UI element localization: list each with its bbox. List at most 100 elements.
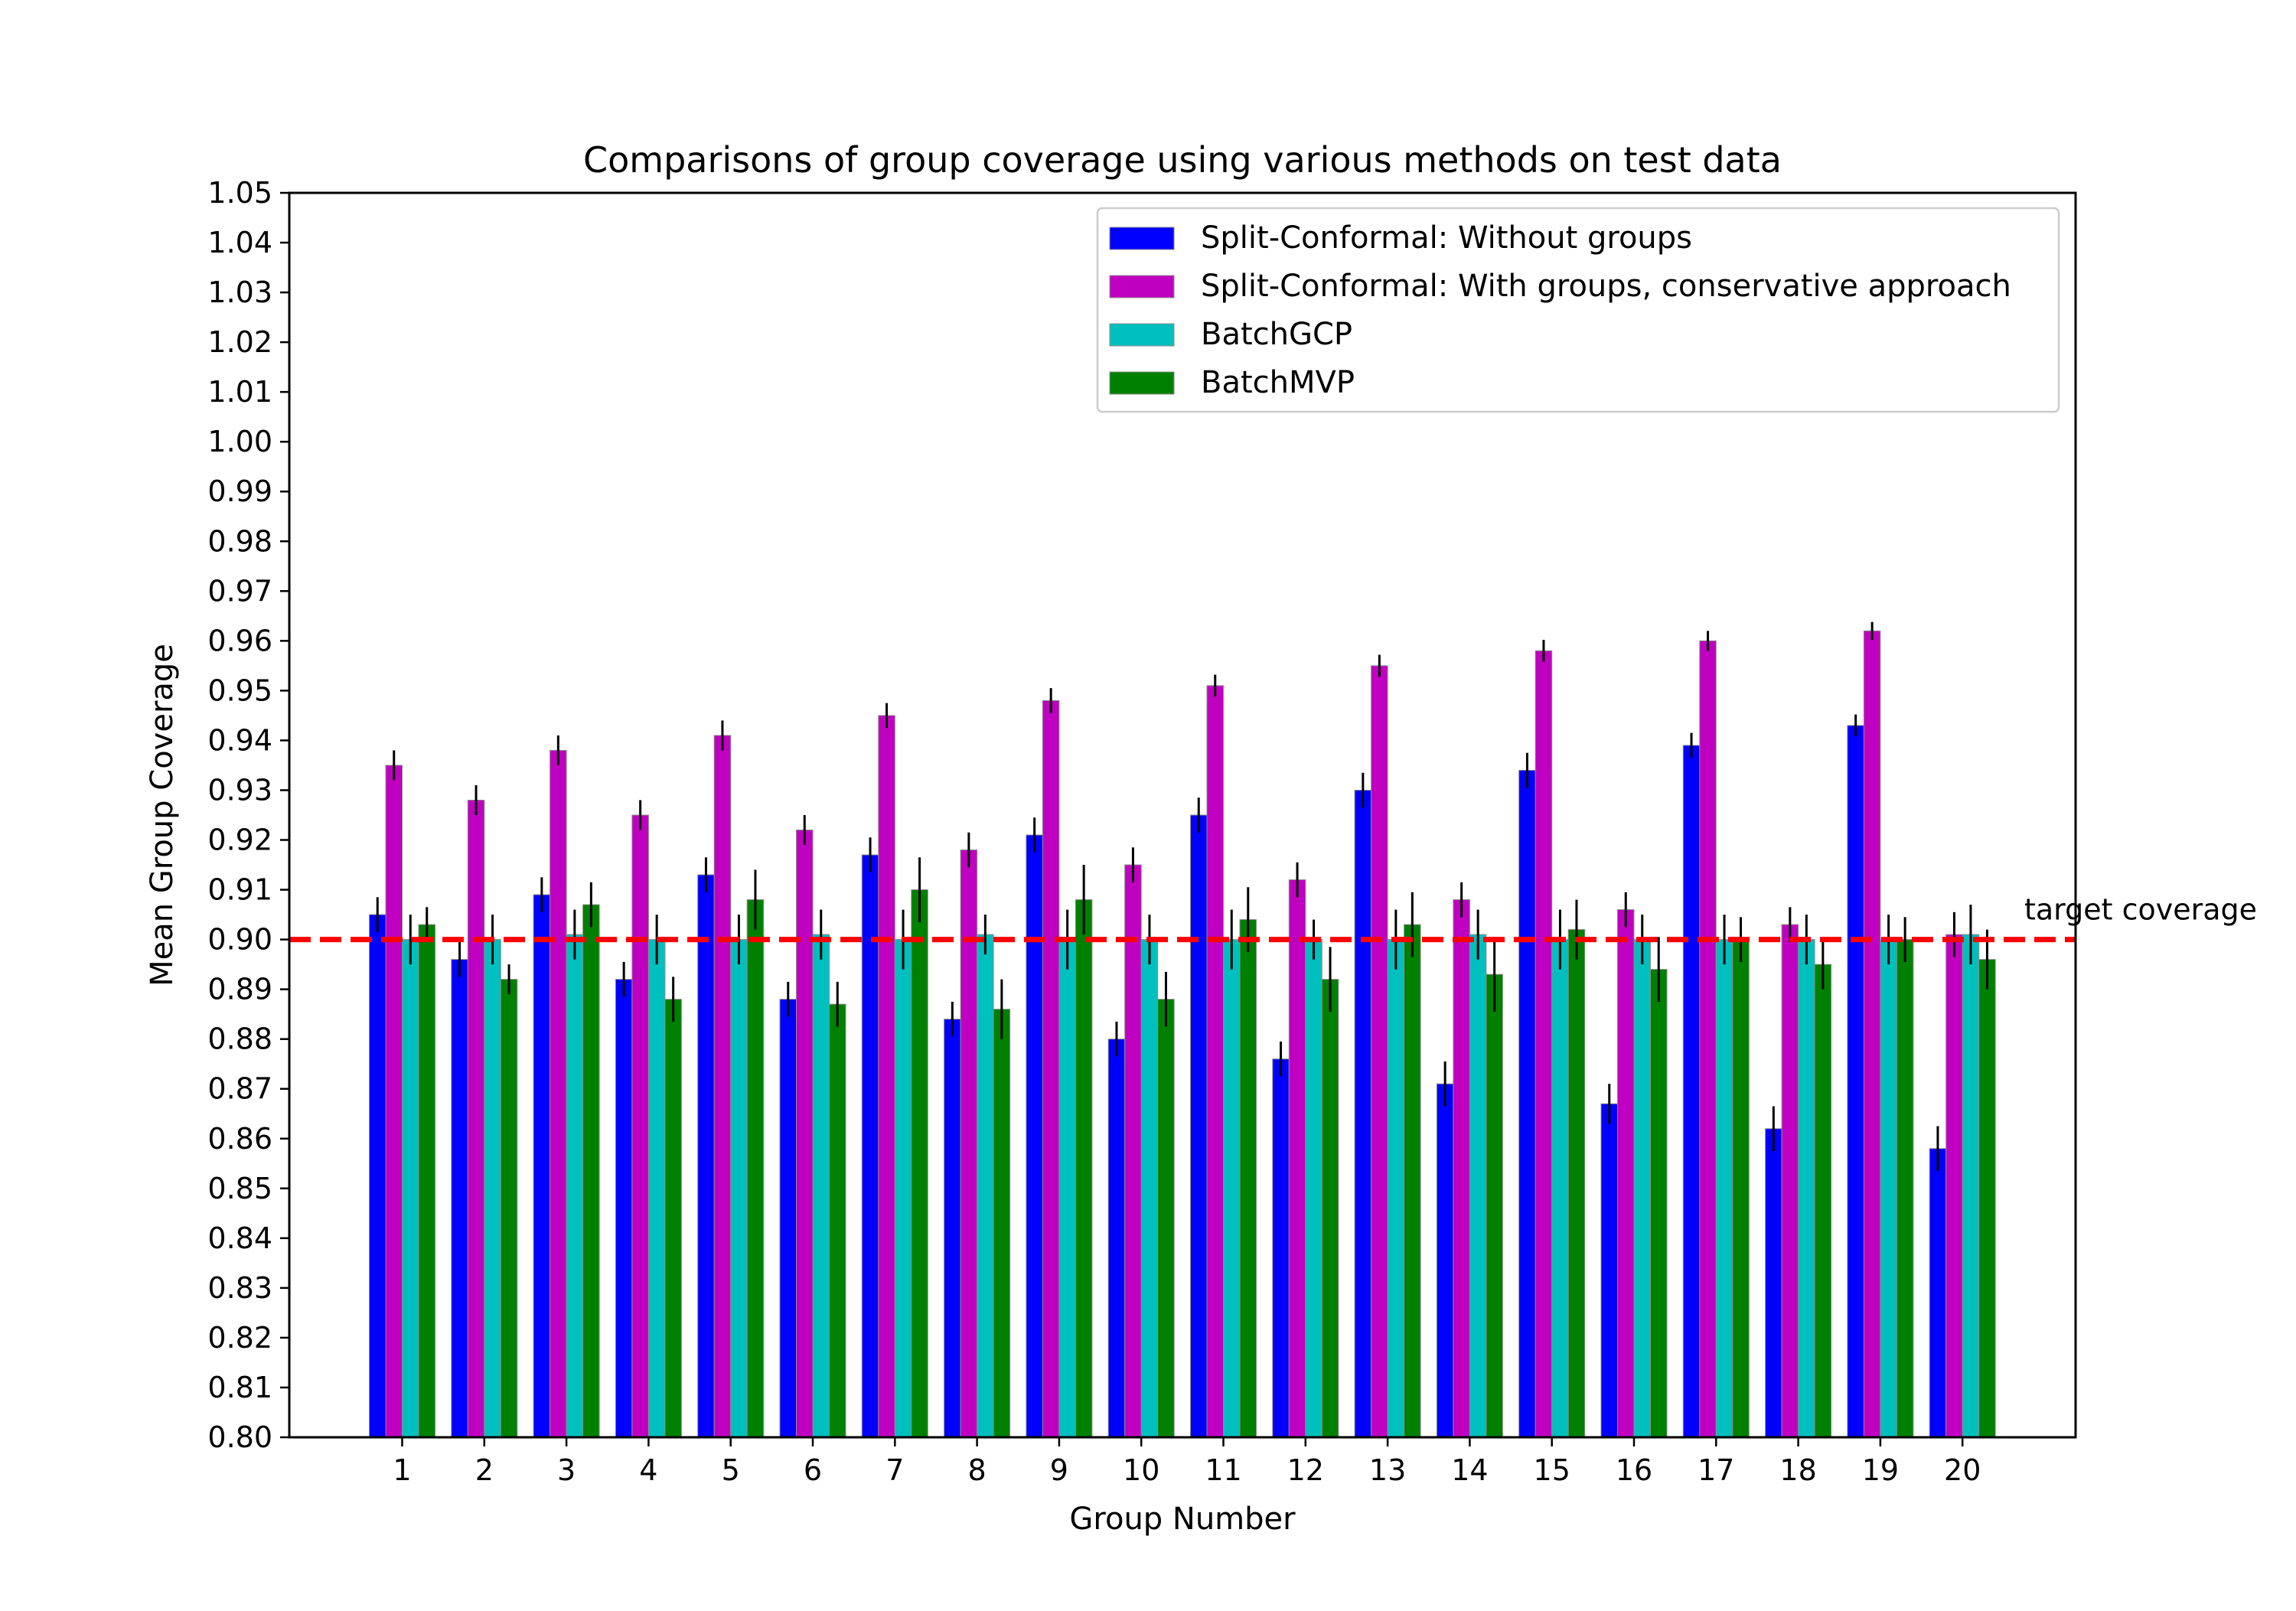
bar-series4-group-7 <box>911 889 928 1438</box>
bar-series1-group-3 <box>533 894 551 1438</box>
y-tick-label: 1.03 <box>207 276 272 309</box>
x-tick-label: 3 <box>557 1453 576 1487</box>
y-tick-label: 0.81 <box>207 1371 272 1404</box>
y-tick-label: 0.85 <box>207 1172 272 1205</box>
bar-series1-group-4 <box>615 979 633 1438</box>
bar-series4-group-11 <box>1239 919 1257 1438</box>
y-tick-label: 0.82 <box>207 1321 272 1355</box>
bar-series1-group-8 <box>944 1019 961 1438</box>
y-tick-label: 0.88 <box>207 1022 272 1056</box>
y-tick-label: 0.89 <box>207 973 272 1006</box>
y-tick-label: 0.96 <box>207 624 272 657</box>
bar-series3-group-11 <box>1223 939 1241 1438</box>
y-tick-label: 0.92 <box>207 823 272 857</box>
bar-series3-group-2 <box>484 939 501 1438</box>
y-tick-label: 1.00 <box>207 425 272 458</box>
bar-series3-group-8 <box>977 934 994 1438</box>
y-tick-label: 0.98 <box>207 524 272 558</box>
x-tick-label: 20 <box>1944 1453 1981 1487</box>
legend-label-1: Split-Conformal: Without groups <box>1201 220 1692 256</box>
y-tick-label: 0.99 <box>207 474 272 508</box>
bar-series3-group-12 <box>1305 939 1322 1438</box>
legend-box <box>1096 207 2060 413</box>
bar-series4-group-15 <box>1567 929 1586 1438</box>
bar-series4-group-13 <box>1404 924 1421 1438</box>
bar-series1-group-19 <box>1847 725 1864 1438</box>
x-tick-label: 5 <box>722 1453 740 1487</box>
bar-series1-group-18 <box>1765 1128 1782 1438</box>
bar-series2-group-20 <box>1945 934 1963 1438</box>
bar-series1-group-14 <box>1436 1083 1454 1438</box>
bar-series4-group-16 <box>1650 969 1668 1438</box>
bar-series1-group-9 <box>1026 834 1043 1438</box>
bar-series2-group-1 <box>385 765 403 1438</box>
legend-swatch-4 <box>1109 371 1175 395</box>
bar-series4-group-1 <box>418 924 435 1438</box>
bar-series4-group-17 <box>1732 939 1750 1438</box>
x-tick-label: 14 <box>1451 1453 1488 1487</box>
y-tick-label: 0.80 <box>207 1420 272 1454</box>
bar-series4-group-10 <box>1157 999 1175 1438</box>
legend-label-2: Split-Conformal: With groups, conservati… <box>1201 269 2011 304</box>
bar-series2-group-5 <box>713 735 732 1438</box>
x-tick-label: 10 <box>1123 1453 1159 1487</box>
bar-series2-group-18 <box>1781 924 1799 1438</box>
chart-title: Comparisons of group coverage using vari… <box>583 139 1782 181</box>
bar-series2-group-17 <box>1699 640 1717 1438</box>
x-axis-label: Group Number <box>1069 1502 1296 1537</box>
x-tick-label: 19 <box>1862 1453 1899 1487</box>
bar-series1-group-11 <box>1190 814 1208 1438</box>
x-tick-label: 8 <box>968 1453 987 1487</box>
bar-series2-group-19 <box>1863 630 1881 1438</box>
x-tick-label: 7 <box>885 1453 904 1487</box>
bar-series1-group-6 <box>779 999 797 1438</box>
y-tick-label: 0.97 <box>207 574 272 608</box>
legend-swatch-2 <box>1109 275 1175 298</box>
bar-series4-group-12 <box>1321 979 1339 1438</box>
x-tick-label: 13 <box>1369 1453 1406 1487</box>
y-tick-label: 0.84 <box>207 1221 272 1255</box>
bar-series1-group-17 <box>1682 745 1701 1438</box>
bar-series3-group-18 <box>1798 939 1815 1438</box>
bar-series3-group-5 <box>730 939 748 1438</box>
bar-series2-group-7 <box>878 715 895 1438</box>
bar-series1-group-12 <box>1272 1058 1290 1438</box>
bar-series1-group-1 <box>369 914 386 1438</box>
plot-frame <box>288 191 2077 1439</box>
bar-series4-group-3 <box>582 904 600 1438</box>
bar-series2-group-14 <box>1453 899 1470 1438</box>
bar-series3-group-20 <box>1962 934 1980 1438</box>
bar-series3-group-9 <box>1058 939 1076 1438</box>
bar-series1-group-20 <box>1929 1148 1947 1438</box>
x-tick-label: 11 <box>1205 1453 1241 1487</box>
bar-series2-group-3 <box>550 749 567 1438</box>
bar-series2-group-6 <box>796 830 814 1438</box>
y-tick-label: 1.05 <box>207 176 272 210</box>
bar-series1-group-5 <box>697 874 715 1438</box>
bar-series2-group-16 <box>1617 909 1635 1438</box>
x-tick-label: 6 <box>804 1453 822 1487</box>
bar-series3-group-16 <box>1633 939 1651 1438</box>
y-tick-label: 0.83 <box>207 1271 272 1305</box>
bar-series2-group-12 <box>1288 879 1306 1438</box>
bar-series4-group-2 <box>500 979 518 1438</box>
legend-label-4: BatchMVP <box>1201 365 1355 400</box>
bar-series4-group-20 <box>1978 959 1996 1438</box>
y-tick-label: 0.95 <box>207 673 272 707</box>
bar-series4-group-18 <box>1814 964 1832 1438</box>
bar-series3-group-4 <box>647 939 666 1438</box>
bar-series2-group-13 <box>1371 665 1388 1438</box>
y-tick-label: 0.91 <box>207 873 272 907</box>
x-tick-label: 12 <box>1287 1453 1324 1487</box>
bar-series3-group-17 <box>1715 939 1733 1438</box>
bar-series4-group-14 <box>1486 973 1503 1438</box>
y-axis-label: Mean Group Coverage <box>145 644 180 986</box>
bar-series3-group-1 <box>402 939 419 1438</box>
bar-series1-group-10 <box>1107 1039 1126 1438</box>
bar-series3-group-19 <box>1880 939 1897 1438</box>
x-tick-label: 4 <box>639 1453 657 1487</box>
bar-series3-group-15 <box>1551 939 1569 1438</box>
y-tick-label: 0.90 <box>207 923 272 957</box>
